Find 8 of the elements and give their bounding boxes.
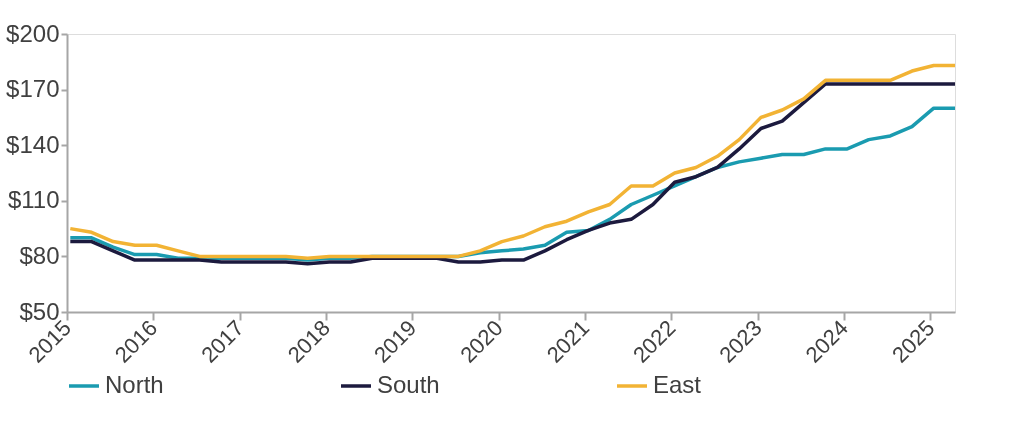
y-tick-label: $80	[19, 241, 60, 269]
legend-label: South	[377, 371, 440, 398]
y-tick-label: $110	[7, 186, 60, 214]
y-tick-label: $200	[6, 19, 60, 47]
legend-label: East	[653, 371, 702, 398]
y-tick-label: $140	[6, 130, 60, 158]
y-tick-label: $170	[6, 75, 60, 103]
legend-label: North	[105, 371, 164, 398]
